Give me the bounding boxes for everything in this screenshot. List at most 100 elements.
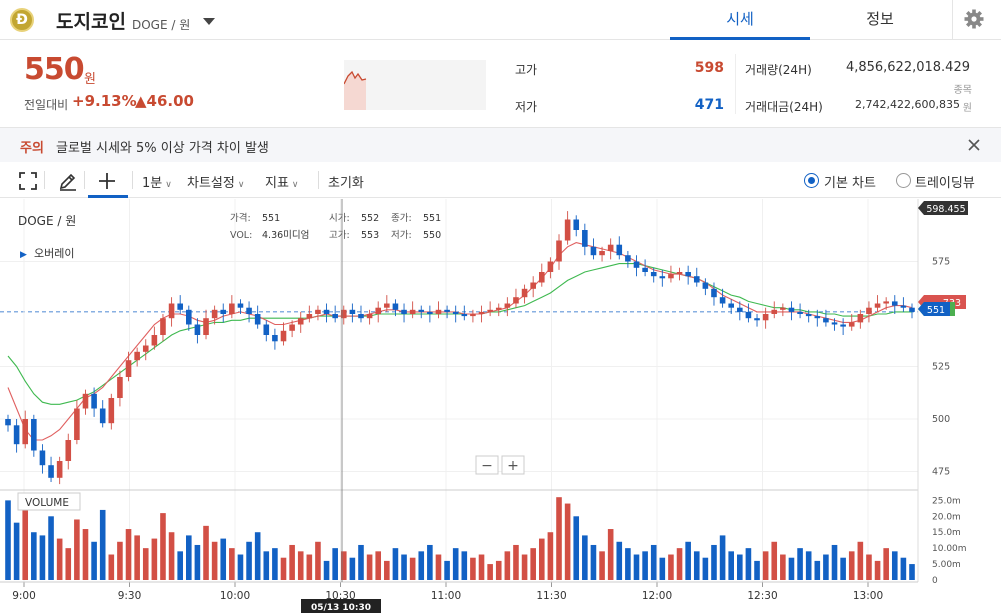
candle-body — [48, 465, 54, 478]
coin-name: 도지코인 — [56, 11, 126, 33]
legend-vol-value: 4.36미디엄 — [262, 229, 309, 241]
chevron-down-icon: ∨ — [237, 180, 245, 190]
candle-body — [125, 360, 132, 377]
volume-bar — [728, 551, 734, 580]
caret-down-icon[interactable] — [203, 18, 215, 25]
zoom-in-button[interactable] — [501, 455, 525, 475]
tab-market[interactable]: 시세 — [670, 0, 810, 40]
doge-coin-logo: Ð — [10, 8, 34, 32]
volume-bar — [48, 516, 54, 580]
volume-bar — [280, 557, 287, 580]
volume-bar — [289, 544, 295, 580]
volume-bar — [358, 544, 364, 580]
price-gap-notice: 주의 글로벌 시세와 5% 이상 가격 차이 발생 — [0, 127, 1001, 162]
volume-bar — [530, 548, 536, 580]
close-icon[interactable] — [964, 135, 984, 155]
candle-body — [737, 307, 743, 312]
volume-bar — [788, 557, 795, 580]
candle-body — [590, 246, 597, 256]
change-rate: +9.13% — [72, 92, 137, 110]
overlay-toggle[interactable]: 오버레이 — [34, 247, 74, 260]
legend-close-label: 종가: — [391, 213, 412, 224]
candle-body — [676, 272, 683, 275]
volume-bar — [573, 516, 580, 580]
volume-bar — [556, 497, 562, 580]
last-price-text: 551 — [927, 305, 945, 316]
candle-body — [203, 318, 209, 335]
candle-body — [866, 307, 872, 314]
candle-body — [108, 398, 115, 424]
volume-bar — [409, 557, 416, 580]
candle-body — [857, 314, 864, 323]
radio-basic-label[interactable]: 기본 차트 — [824, 176, 876, 191]
candle-body — [909, 307, 915, 312]
volume-bar — [375, 551, 382, 580]
legend-price-value: 551 — [262, 213, 280, 224]
volume-bar — [599, 551, 605, 580]
interval-select[interactable]: 1분 ∨ — [142, 172, 172, 191]
settings-button[interactable] — [952, 0, 994, 40]
low-value: 471 — [694, 97, 724, 113]
candle-body — [340, 309, 347, 319]
candle-body — [685, 272, 691, 277]
coin-header: Ð 도지코인 DOGE / 원 시세 정보 — [0, 0, 1001, 40]
candle-body — [702, 282, 709, 289]
current-price: 550 — [24, 52, 85, 87]
candle-body — [332, 314, 338, 319]
candle-body — [556, 240, 562, 262]
legend-close-value: 551 — [423, 213, 441, 224]
candle-body — [194, 324, 201, 335]
volume-bar — [650, 544, 657, 580]
volume-bar — [616, 541, 623, 580]
candle-body — [900, 305, 907, 308]
crosshair-icon[interactable] — [95, 169, 119, 193]
candle-body — [891, 301, 898, 306]
candle-body — [831, 322, 838, 325]
volume-unit: 종목 — [953, 85, 972, 96]
overlay-triangle-icon[interactable]: ▶ — [20, 250, 27, 260]
chart-settings-select[interactable]: 차트설정 ∨ — [187, 172, 244, 191]
candle-body — [642, 267, 648, 272]
volume-bar — [805, 551, 812, 580]
candle-body — [117, 377, 123, 398]
candle-body — [220, 309, 227, 314]
fullscreen-icon[interactable] — [16, 169, 40, 193]
interval-label: 1분 — [142, 176, 163, 191]
candle-body — [280, 330, 287, 342]
candle-body — [487, 309, 493, 312]
candle-body — [237, 303, 244, 308]
radio-tradingview[interactable] — [896, 173, 911, 188]
legend-vol-label: VOL: — [230, 230, 252, 241]
chart-toolbar: 1분 ∨ 차트설정 ∨ 지표 ∨ 초기화 기본 차트 트레이딩뷰 — [0, 163, 1001, 198]
candle-body — [564, 219, 571, 241]
volume-bar — [521, 554, 528, 580]
y-tick-label: 475 — [932, 467, 950, 478]
active-tool-indicator — [88, 195, 128, 198]
toolbar-divider — [318, 171, 319, 189]
radio-tradingview-label[interactable]: 트레이딩뷰 — [915, 176, 975, 191]
price-chart[interactable]: 475 500 525 575 9:00 9:30 10:00 10:30 11:00 11:30… — [0, 199, 1001, 613]
volume-bar — [676, 548, 683, 580]
pencil-icon[interactable] — [56, 169, 80, 193]
zoom-out-button[interactable] — [475, 455, 499, 475]
candle-body — [246, 307, 252, 314]
gear-icon — [964, 9, 984, 29]
volume-tick-label: 0 — [932, 576, 938, 586]
volume-bar — [814, 560, 821, 580]
toolbar-divider — [44, 171, 45, 189]
candle-body — [297, 318, 304, 325]
zoom-in-label: + — [507, 458, 519, 474]
reset-button[interactable]: 초기화 — [328, 176, 364, 191]
volume-bar — [659, 557, 666, 580]
indicators-select[interactable]: 지표 ∨ — [265, 172, 299, 191]
tab-info[interactable]: 정보 — [866, 10, 894, 28]
volume-tick-label: 10.00m — [932, 544, 967, 554]
volume-bar — [13, 522, 20, 580]
candle-body — [366, 314, 373, 319]
x-tick-label: 11:00 — [431, 590, 461, 602]
x-tick-label: 12:00 — [642, 590, 672, 602]
volume-bar — [737, 554, 743, 580]
radio-basic-chart[interactable] — [804, 173, 819, 188]
candle-body — [521, 288, 528, 298]
